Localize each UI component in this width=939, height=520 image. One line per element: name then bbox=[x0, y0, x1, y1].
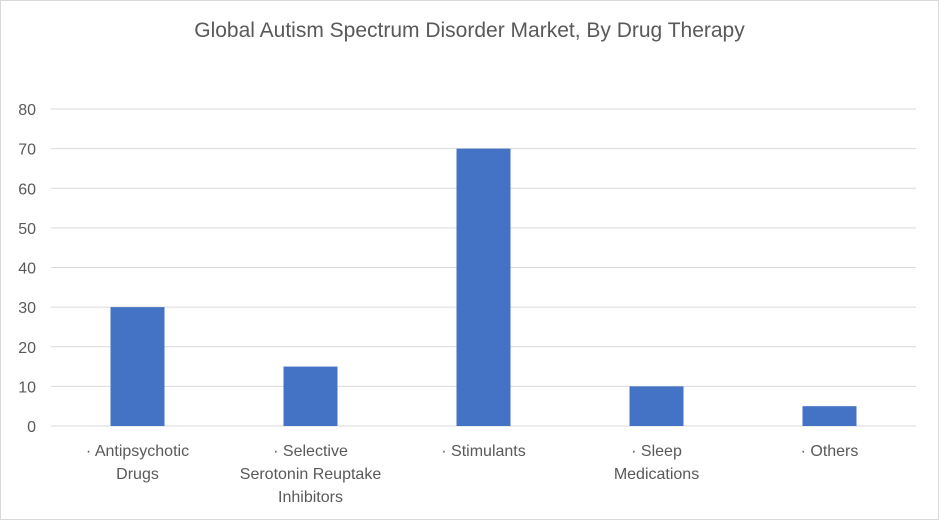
chart-title: Global Autism Spectrum Disorder Market, … bbox=[194, 19, 745, 42]
bar-others bbox=[802, 406, 857, 426]
x-category-label-selective-serotonin-reuptake-inhibitors: · Selective Serotonin Reuptake Inhibitors bbox=[240, 443, 382, 506]
bar-antipsychotic-drugs bbox=[110, 307, 165, 426]
y-tick-label-20: 20 bbox=[18, 340, 36, 357]
x-category-label-sleep-medications: · Sleep Medications bbox=[614, 443, 699, 483]
bar-sleep-medications bbox=[629, 386, 684, 426]
y-tick-label-30: 30 bbox=[18, 300, 36, 317]
x-category-label-antipsychotic-drugs: · Antipsychotic Drugs bbox=[86, 443, 189, 483]
y-tick-label-10: 10 bbox=[18, 379, 36, 396]
bar-stimulants bbox=[456, 148, 511, 426]
y-tick-label-80: 80 bbox=[18, 102, 36, 119]
y-tick-label-60: 60 bbox=[18, 181, 36, 198]
bar-selective-serotonin-reuptake-inhibitors bbox=[283, 366, 338, 426]
y-tick-label-70: 70 bbox=[18, 142, 36, 159]
y-tick-label-40: 40 bbox=[18, 261, 36, 278]
y-tick-label-50: 50 bbox=[18, 221, 36, 238]
x-category-label-others: · Others bbox=[801, 443, 859, 460]
x-category-label-stimulants: · Stimulants bbox=[441, 443, 525, 460]
y-tick-label-0: 0 bbox=[27, 419, 36, 436]
